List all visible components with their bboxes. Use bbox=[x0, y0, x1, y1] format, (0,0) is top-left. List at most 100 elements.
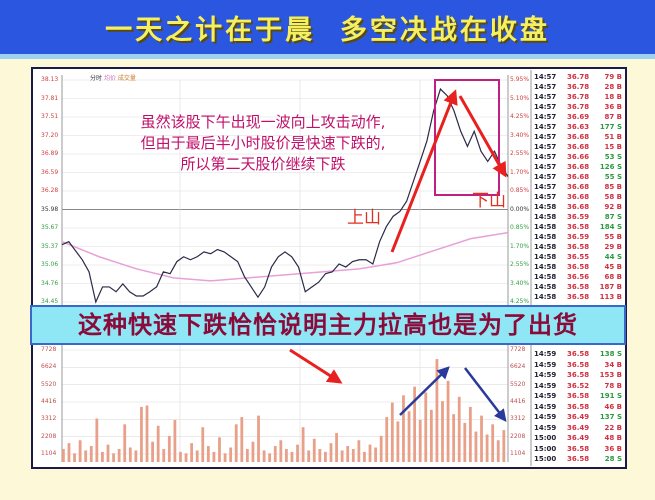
tick-price: 36.78 bbox=[567, 93, 590, 101]
tick-volume: 138 S bbox=[599, 350, 622, 358]
tick-price: 36.52 bbox=[567, 381, 590, 390]
volume-bar bbox=[418, 419, 422, 462]
pointer-arrow bbox=[289, 348, 343, 384]
volume-bar bbox=[329, 443, 333, 462]
tick-volume: 92 B bbox=[604, 203, 622, 211]
volume-bar bbox=[190, 443, 194, 462]
tick-row: 14:57 36.78 79 B bbox=[534, 72, 624, 82]
tick-volume: 184 S bbox=[599, 223, 622, 231]
pct-tick-label: 2.55% bbox=[510, 261, 530, 268]
tick-volume: 187 B bbox=[599, 283, 622, 291]
tick-price: 36.58 bbox=[567, 283, 590, 291]
volume-tick-label-right: 2208 bbox=[510, 432, 526, 440]
tick-volume: 79 B bbox=[604, 73, 622, 81]
title-divider bbox=[0, 54, 655, 59]
price-tick-label: 35.37 bbox=[41, 242, 59, 250]
volume-bar bbox=[268, 453, 272, 462]
tick-time: 14:57 bbox=[534, 143, 557, 151]
tick-price: 36.58 bbox=[567, 360, 590, 369]
price-tick-label: 37.20 bbox=[41, 131, 59, 139]
tick-price: 36.59 bbox=[567, 233, 590, 241]
volume-tick-label-right: 6624 bbox=[510, 363, 526, 371]
tick-volume: 15 B bbox=[604, 143, 622, 151]
tick-time: 14:57 bbox=[534, 93, 557, 101]
tick-row: 14:58 36.56 68 B bbox=[534, 272, 624, 282]
tick-price: 36.58 bbox=[567, 392, 590, 400]
tick-row: 14:59 36.58 46 B bbox=[534, 402, 624, 412]
tick-price: 36.58 bbox=[567, 243, 590, 251]
tick-price: 36.58 bbox=[567, 455, 590, 463]
tick-price: 36.58 bbox=[567, 350, 590, 358]
volume-bar bbox=[84, 450, 88, 462]
tick-row: 14:59 36.52 78 B bbox=[534, 381, 624, 391]
tick-price: 36.58 bbox=[567, 371, 590, 379]
tick-volume: 113 B bbox=[599, 293, 622, 301]
pct-tick-label: 4.25% bbox=[510, 113, 530, 120]
volume-bar bbox=[357, 440, 361, 462]
tick-time: 14:59 bbox=[534, 371, 557, 379]
volume-bar bbox=[106, 444, 110, 462]
volume-bar bbox=[234, 424, 238, 462]
tick-row: 14:57 36.78 28 B bbox=[534, 82, 624, 92]
tick-price: 36.66 bbox=[567, 153, 590, 161]
tick-time: 14:58 bbox=[534, 223, 557, 231]
tick-row: 14:59 36.58 153 B bbox=[534, 370, 624, 380]
tick-time: 14:58 bbox=[534, 273, 557, 281]
volume-tick-label: 5520 bbox=[41, 380, 57, 388]
volume-bar bbox=[491, 424, 495, 462]
price-tick-label: 36.28 bbox=[41, 187, 59, 194]
pct-tick-label: 1.70% bbox=[510, 168, 530, 176]
tick-row: 14:58 36.58 187 B bbox=[534, 282, 624, 292]
volume-tick-label-right: 3312 bbox=[510, 415, 526, 423]
volume-bar bbox=[452, 414, 456, 462]
tick-price: 36.55 bbox=[567, 253, 590, 261]
tick-volume: 22 B bbox=[604, 423, 622, 432]
tick-price: 36.68 bbox=[567, 203, 590, 211]
volume-bar bbox=[262, 450, 266, 462]
volume-up-arrow bbox=[399, 366, 450, 416]
tick-row: 14:58 36.58 184 S bbox=[534, 222, 624, 232]
tick-volume: 177 S bbox=[599, 123, 622, 131]
tick-row: 14:58 36.58 29 B bbox=[534, 242, 624, 252]
volume-bar bbox=[468, 406, 472, 462]
pct-tick-label: 0.85% bbox=[510, 224, 530, 231]
tick-price: 36.68 bbox=[567, 183, 590, 191]
volume-tick-label: 6624 bbox=[41, 363, 57, 371]
tick-volume: 34 B bbox=[604, 360, 622, 369]
pct-tick-label: 3.40% bbox=[510, 131, 530, 139]
volume-bar bbox=[502, 430, 506, 462]
volume-tick-label: 1104 bbox=[41, 450, 57, 457]
volume-bar bbox=[402, 395, 405, 462]
tick-price: 36.49 bbox=[567, 413, 590, 421]
up-arrow bbox=[390, 89, 458, 253]
tick-row: 14:58 36.59 87 S bbox=[534, 212, 624, 222]
volume-bar bbox=[73, 453, 76, 462]
tick-price: 36.59 bbox=[567, 213, 590, 221]
tick-volume: 153 B bbox=[599, 371, 622, 379]
volume-bar bbox=[112, 453, 115, 462]
tick-time: 15:00 bbox=[534, 434, 557, 442]
volume-bar bbox=[201, 427, 205, 462]
tick-row: 14:59 36.49 22 B bbox=[534, 423, 624, 433]
tick-row: 15:00 36.58 28 S bbox=[534, 454, 624, 464]
volume-bar bbox=[67, 443, 71, 462]
up-label: 上山 bbox=[347, 208, 381, 228]
volume-bar bbox=[307, 450, 311, 462]
volume-bar bbox=[435, 359, 439, 462]
volume-bar bbox=[312, 438, 316, 462]
volume-tick-label-right: 4416 bbox=[510, 398, 526, 405]
tick-volume: 28 S bbox=[604, 455, 622, 463]
tick-time: 14:58 bbox=[534, 253, 557, 261]
tick-row: 14:59 36.58 191 S bbox=[534, 391, 624, 401]
price-tick-label: 37.51 bbox=[41, 113, 59, 120]
tick-row: 14:57 36.68 58 B bbox=[534, 192, 624, 202]
tick-volume: 68 B bbox=[604, 273, 622, 281]
tick-row: 14:57 36.68 15 B bbox=[534, 142, 624, 152]
tick-volume: 51 B bbox=[604, 133, 622, 141]
price-tick-label: 36.59 bbox=[41, 168, 59, 176]
price-tick-label: 36.89 bbox=[41, 150, 59, 157]
tick-price: 36.49 bbox=[567, 434, 590, 442]
volume-bar bbox=[441, 401, 444, 462]
volume-bar bbox=[101, 451, 104, 462]
tick-row: 14:59 36.49 137 S bbox=[534, 412, 624, 422]
